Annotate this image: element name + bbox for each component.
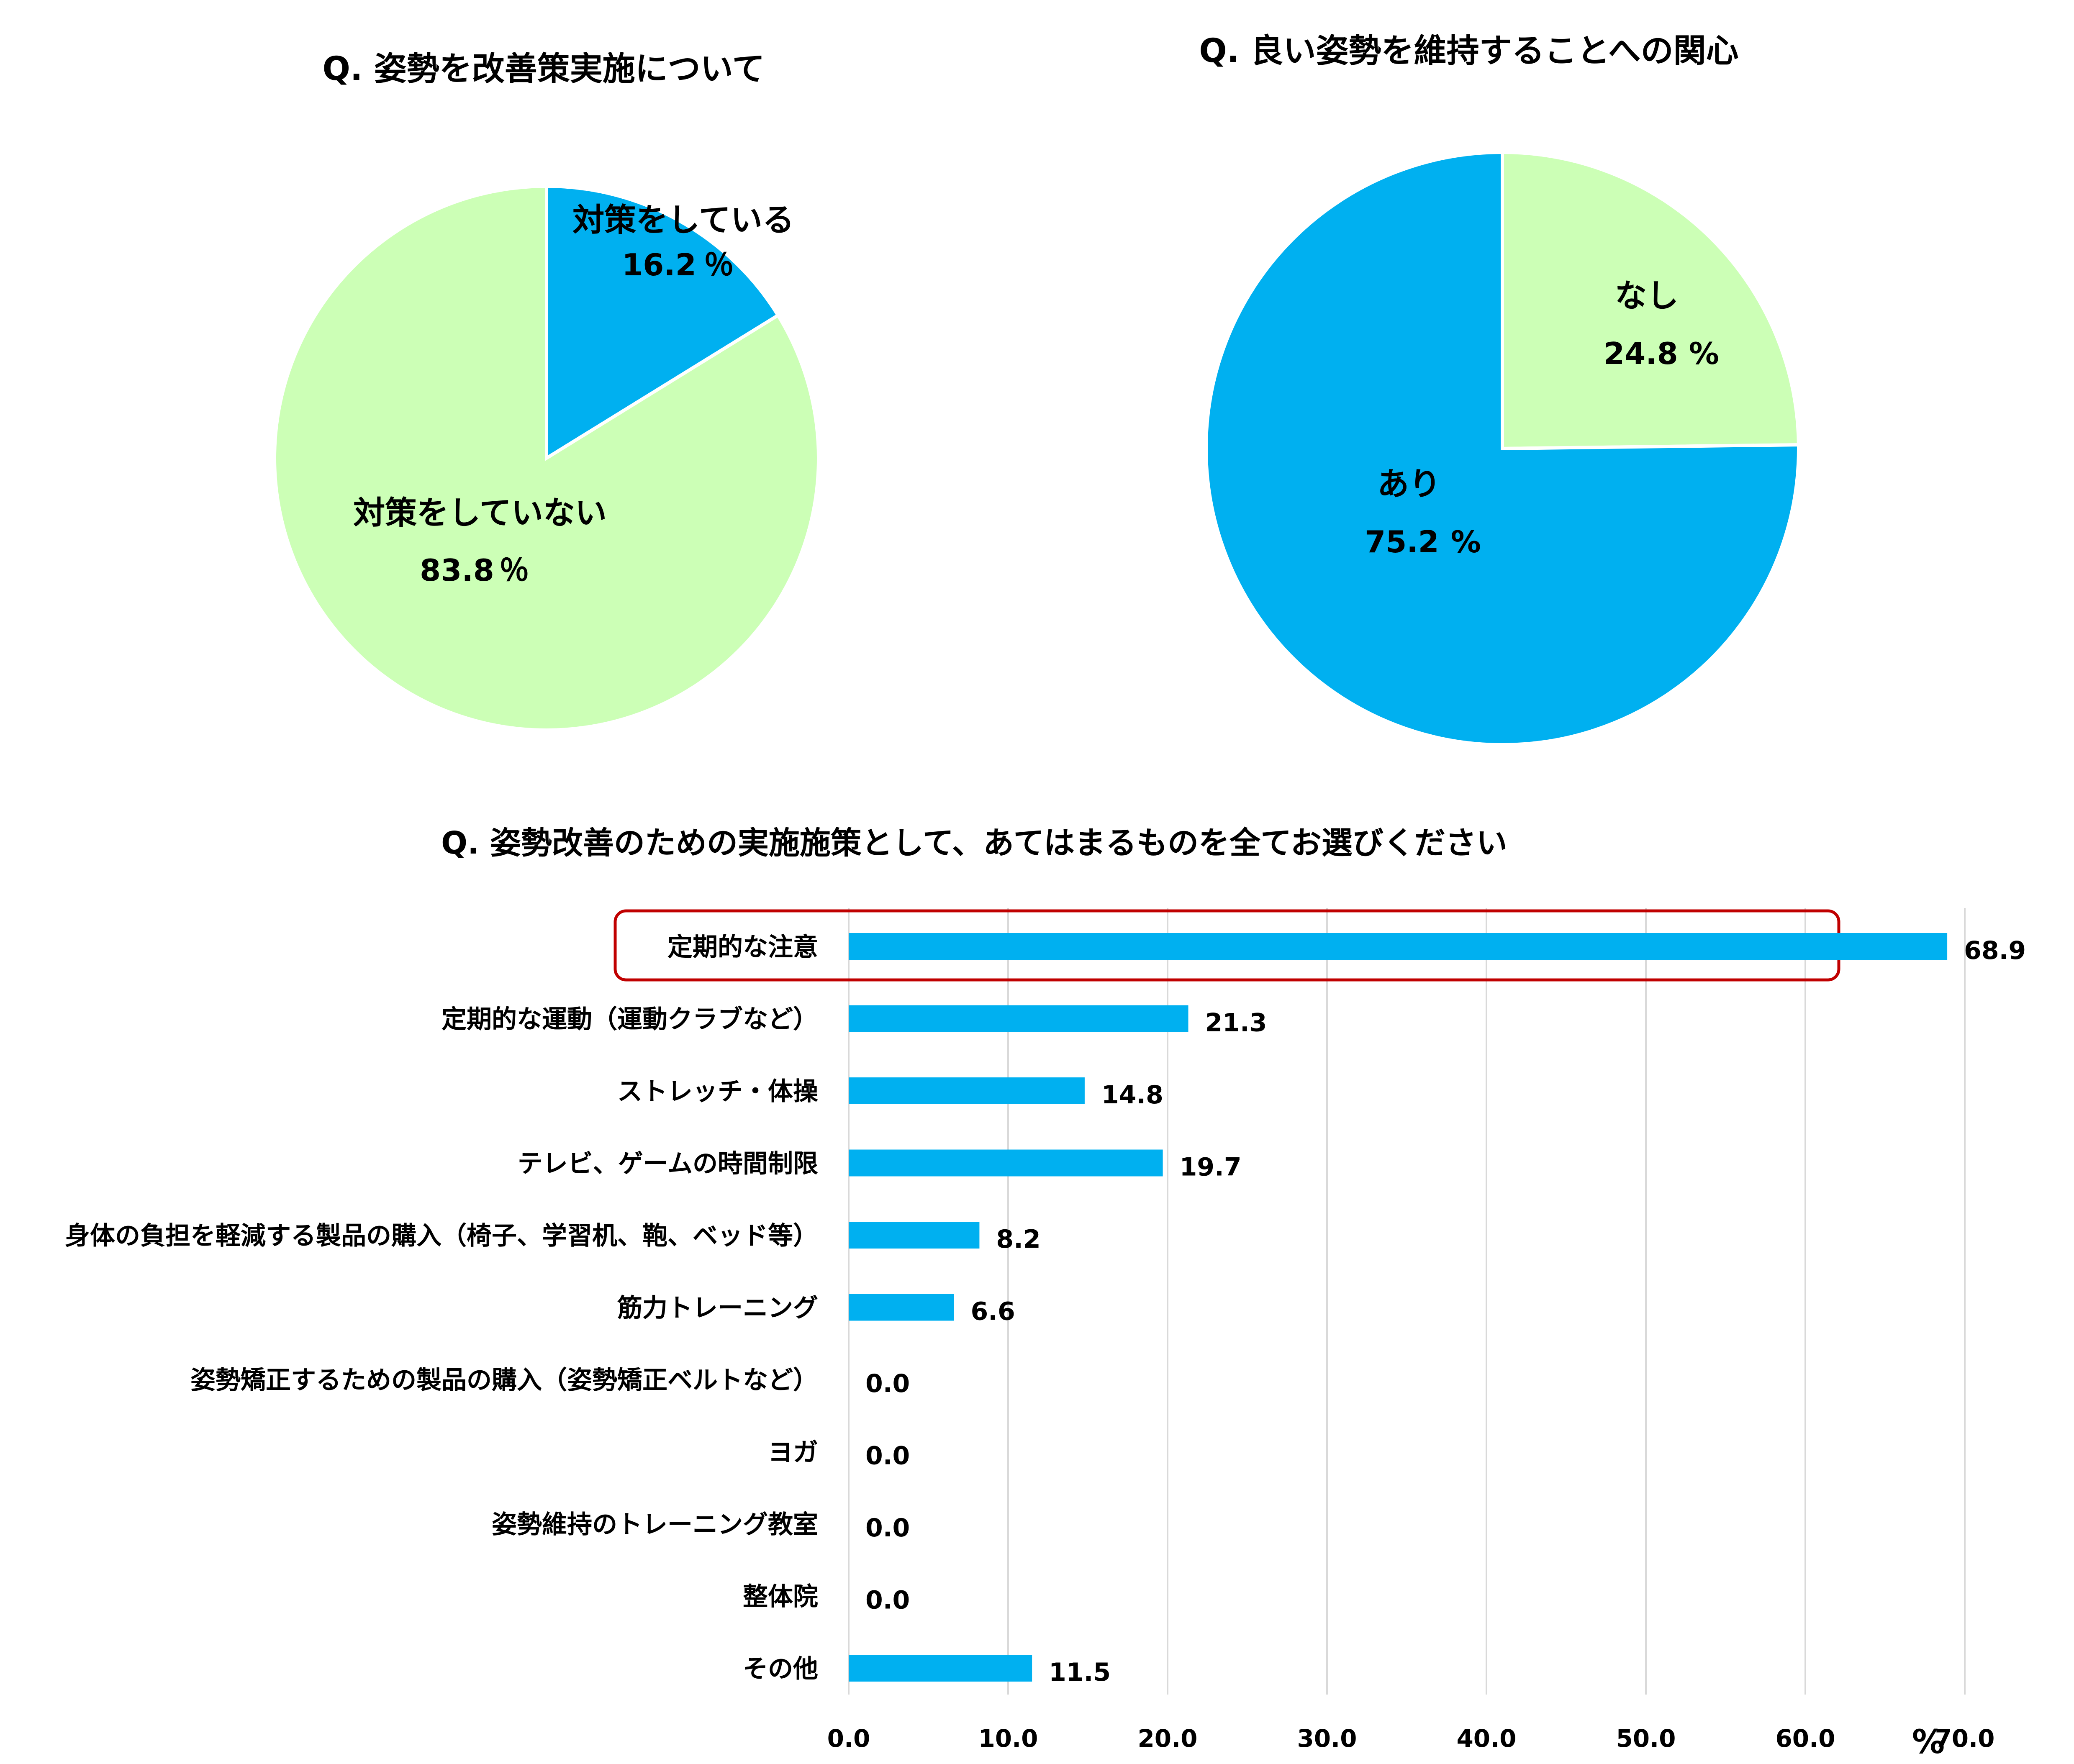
value-label: 21.3 [1205, 1008, 1267, 1038]
pie2-slice-label-no: なし [1615, 277, 1679, 314]
pie-slice-0 [545, 184, 780, 462]
bar [849, 1222, 980, 1249]
category-label: 定期的な運動（運動クラブなど） [441, 1005, 818, 1034]
bar [849, 1149, 1163, 1177]
category-label: ヨガ [768, 1438, 818, 1467]
category-label: 身体の負担を軽減する製品の購入（椅子、学習机、鞄、ベッド等） [65, 1221, 818, 1251]
bar-marks [849, 933, 1948, 1682]
pie-slice-0 [1501, 150, 1800, 451]
x-tick-label: 50.0 [1616, 1724, 1676, 1753]
pie2-title: Q. 良い姿勢を維持することへの関心 [1199, 32, 1738, 70]
value-label: 6.6 [970, 1297, 1015, 1326]
bar [849, 1077, 1085, 1104]
x-tick-label: 40.0 [1456, 1724, 1516, 1753]
x-axis-unit: % [1912, 1723, 1945, 1761]
value-label: 11.5 [1049, 1658, 1111, 1687]
x-tick-label: 0.0 [827, 1724, 870, 1753]
x-tick-labels: 0.010.020.030.040.050.060.070.080.0 [827, 1724, 1995, 1753]
pie1-title: Q. 姿勢を改善策実施について [323, 50, 765, 88]
category-label: 姿勢矯正するための製品の購入（姿勢矯正ベルトなど） [190, 1366, 818, 1395]
pie-slice-1 [1204, 150, 1800, 746]
value-labels: 68.9 21.3 14.8 19.7 8.2 6.6 0.0 0.0 0.0 0.0 11.5 [865, 936, 2026, 1687]
bar [849, 1005, 1188, 1032]
value-label: 0.0 [865, 1513, 910, 1543]
pie2-slice-label-yes: あり [1377, 465, 1441, 503]
value-label: 14.8 [1101, 1080, 1163, 1110]
pie2-slices [1204, 150, 1800, 746]
pie-slice-1 [273, 184, 821, 732]
pie1-slice-label-no-measures: 対策をしていない [353, 494, 607, 531]
value-label: 0.0 [865, 1369, 910, 1398]
x-tick-label: 20.0 [1137, 1724, 1197, 1753]
value-label: 8.2 [996, 1225, 1040, 1254]
value-label: 68.9 [1964, 936, 2026, 965]
bar-chart-title: Q. 姿勢改善のための実施施策として、あてはまるものを全てお選びください [441, 825, 1507, 861]
bar [849, 1655, 1032, 1682]
category-label: 定期的な注意 [667, 933, 818, 962]
pie2-slice-value-yes: 75.2% [1365, 524, 1481, 559]
pie1-slice-value-no-measures: 83.8 ％ [420, 553, 529, 588]
value-label: 0.0 [865, 1441, 910, 1471]
x-tick-label: 30.0 [1297, 1724, 1357, 1753]
value-label: 0.0 [865, 1586, 910, 1615]
category-label: 筋力トレーニング [617, 1294, 818, 1323]
pie1-slice-value-measures-taken: 16.2 ％ [622, 247, 734, 282]
category-label: その他 [743, 1654, 818, 1684]
x-tick-label: 10.0 [978, 1724, 1038, 1753]
category-label: 整体院 [743, 1582, 818, 1612]
category-label: ストレッチ・体操 [617, 1077, 818, 1106]
pie-chart-posture-measures: Q. 姿勢を改善策実施について 対策をしている 16.2 ％ 対策をしていない 8… [273, 50, 821, 732]
pie-chart-interest-good-posture: Q. 良い姿勢を維持することへの関心 なし 24.8% あり 75.2% [1199, 32, 1800, 746]
pie1-slice-label-measures-taken: 対策をしている [572, 201, 794, 238]
category-label: 姿勢維持のトレーニング教室 [492, 1510, 818, 1539]
bar-chart-posture-improvement-methods: Q. 姿勢改善のための実施施策として、あてはまるものを全てお選びください 定期的… [65, 825, 2026, 1761]
value-label: 19.7 [1180, 1153, 1242, 1182]
category-label: テレビ、ゲームの時間制限 [518, 1149, 818, 1179]
bar [849, 933, 1948, 960]
x-tick-label: 60.0 [1775, 1724, 1835, 1753]
bar [849, 1294, 954, 1321]
pie2-slice-value-no: 24.8% [1604, 336, 1719, 371]
pie1-slices [273, 184, 821, 732]
x-tick-label: 70.0 [1935, 1724, 1994, 1753]
